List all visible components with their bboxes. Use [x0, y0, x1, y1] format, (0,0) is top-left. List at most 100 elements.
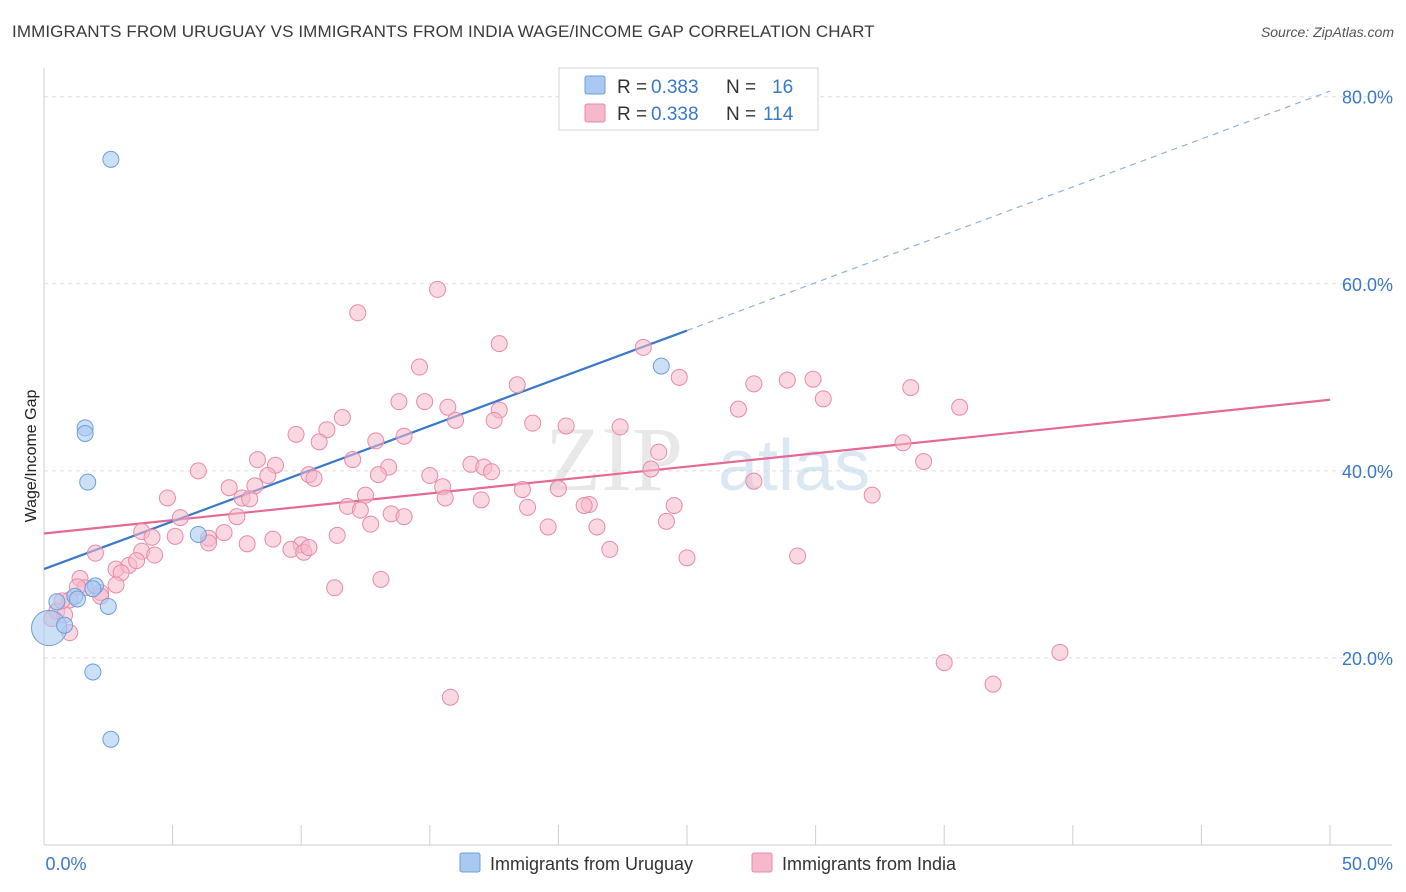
point-india — [611, 418, 629, 436]
points-layer — [31, 150, 1069, 748]
point-india — [650, 443, 668, 461]
point-india — [421, 467, 439, 485]
point-india — [369, 466, 387, 484]
x-tick-label: 0.0% — [45, 854, 86, 874]
point-india — [902, 379, 920, 397]
point-india — [789, 547, 807, 565]
point-india — [171, 509, 189, 527]
point-india — [416, 393, 434, 411]
point-india — [508, 376, 526, 394]
y-axis-title: Wage/Income Gap — [23, 390, 40, 523]
top-legend-n-value-india: 114 — [763, 104, 794, 125]
point-india — [86, 544, 104, 562]
point-india — [362, 515, 380, 533]
y-tick-label: 20.0% — [1342, 649, 1393, 669]
point-india — [678, 549, 696, 567]
point-india — [300, 539, 318, 557]
point-india — [357, 486, 374, 504]
point-india — [483, 463, 501, 481]
point-india — [241, 490, 259, 508]
x-tick-label: 50.0% — [1342, 854, 1393, 874]
top-legend-r-value-india: 0.338 — [651, 104, 699, 125]
point-india — [814, 390, 832, 408]
y-tick-label: 80.0% — [1342, 88, 1393, 108]
chart-title: IMMIGRANTS FROM URUGUAY VS IMMIGRANTS FR… — [12, 22, 875, 41]
grid-layer — [44, 96, 1392, 659]
point-india — [894, 434, 912, 452]
top-legend-swatch-uruguay — [584, 75, 606, 95]
point-india — [745, 472, 763, 490]
point-india — [634, 338, 652, 356]
point-india — [436, 489, 454, 507]
point-india — [729, 400, 747, 418]
point-india — [472, 491, 490, 509]
top-legend-n-label-uruguay: N = — [726, 77, 756, 98]
point-india — [642, 460, 660, 478]
chart-source: Source: ZipAtlas.com — [1260, 24, 1394, 40]
point-india — [238, 535, 256, 553]
point-india — [264, 530, 282, 548]
point-india — [935, 654, 953, 672]
point-india — [128, 552, 146, 570]
bottom-legend-swatch-uruguay — [459, 852, 481, 873]
top-legend-r-label-uruguay: R = — [617, 77, 647, 98]
point-india — [166, 527, 184, 545]
point-uruguay — [652, 357, 670, 375]
point-uruguay — [102, 730, 120, 748]
point-india — [863, 486, 881, 504]
top-legend-r-label-india: R = — [617, 104, 647, 125]
point-india — [665, 496, 683, 514]
point-india — [328, 526, 346, 544]
bottom-legend-swatch-india — [751, 852, 773, 873]
point-india — [367, 432, 385, 450]
point-india — [287, 425, 305, 443]
point-india — [143, 528, 161, 546]
point-india — [670, 368, 688, 386]
point-india — [447, 411, 465, 429]
point-india — [146, 546, 164, 564]
top-legend: R = 0.383 N = 16 R = 0.338 N = 114 — [558, 67, 819, 131]
point-india — [485, 411, 503, 429]
trend-line-uruguay-extension — [686, 90, 1331, 332]
point-uruguay — [48, 593, 66, 611]
point-uruguay — [68, 590, 86, 608]
point-india — [745, 375, 763, 393]
point-india — [1051, 643, 1069, 661]
point-uruguay — [84, 663, 102, 681]
point-uruguay — [84, 580, 102, 598]
point-india — [228, 508, 246, 526]
point-uruguay — [102, 150, 120, 168]
point-india — [429, 280, 447, 298]
point-uruguay — [56, 616, 74, 634]
point-india — [778, 371, 796, 389]
point-india — [519, 498, 537, 516]
top-legend-n-value-uruguay: 16 — [772, 77, 793, 98]
point-india — [657, 512, 675, 530]
point-india — [395, 508, 413, 526]
point-india — [158, 489, 176, 507]
top-legend-r-value-uruguay: 0.383 — [651, 77, 699, 98]
top-legend-n-label-india: N = — [726, 104, 756, 125]
point-uruguay — [76, 424, 94, 442]
point-india — [439, 398, 457, 416]
y-tick-label: 40.0% — [1342, 462, 1393, 482]
point-india — [351, 501, 369, 519]
point-india — [215, 524, 233, 542]
y-axis-title-group: Wage/Income Gap — [23, 390, 40, 523]
point-india — [220, 479, 238, 497]
point-india — [524, 414, 542, 432]
point-india — [601, 540, 619, 558]
point-india — [390, 393, 408, 411]
point-uruguay — [79, 473, 97, 491]
point-india — [248, 451, 266, 469]
point-india — [984, 675, 1002, 693]
top-legend-swatch-india — [584, 103, 606, 123]
point-india — [513, 481, 531, 499]
trend-line-india — [43, 398, 1331, 535]
bottom-legend: Immigrants from Uruguay Immigrants from … — [459, 852, 957, 874]
bottom-legend-label-uruguay: Immigrants from Uruguay — [490, 854, 693, 874]
point-india — [259, 467, 277, 485]
point-india — [372, 570, 390, 588]
point-india — [305, 469, 323, 487]
